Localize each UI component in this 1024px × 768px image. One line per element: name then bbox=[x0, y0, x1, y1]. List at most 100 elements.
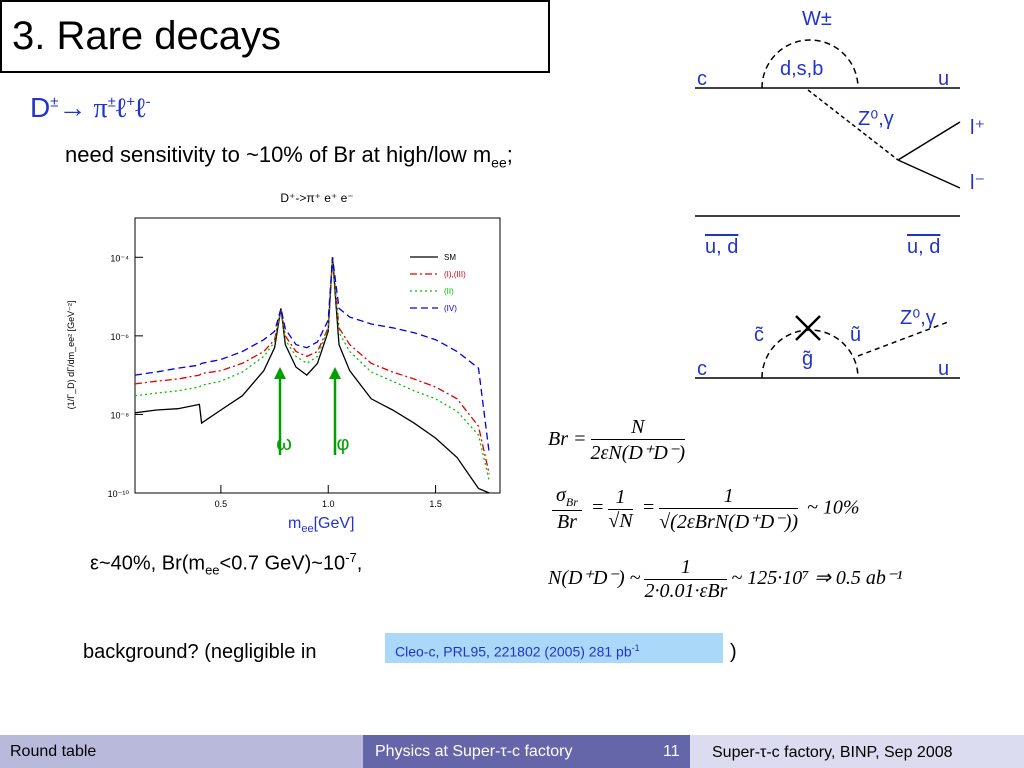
background-end: ) bbox=[730, 641, 737, 663]
label: c bbox=[697, 358, 707, 380]
t: ± bbox=[107, 93, 116, 111]
t: 1 bbox=[644, 556, 728, 580]
fraction: σBr Br bbox=[552, 484, 582, 534]
formula: N(D⁺D⁻) ~1 2·0.01·εBr ~ 125·10⁷ ⇒ 0.5 ab⁻¹ bbox=[548, 556, 902, 603]
t: ee bbox=[491, 154, 507, 171]
y-tick-label: 10⁻⁸ bbox=[110, 410, 129, 420]
label: u, d bbox=[705, 236, 739, 258]
formula: σBr Br = 1 √N = 1 √(2εBrN(D⁺D⁻)) ~ 10% bbox=[548, 484, 860, 534]
t: + bbox=[126, 93, 136, 111]
reference: Cleo-c, PRL95, 221802 (2005) 281 pb-1 bbox=[385, 633, 723, 663]
y-tick-label: 10⁻¹⁰ bbox=[108, 489, 130, 499]
t: ~ 10% bbox=[807, 496, 860, 519]
chart: D⁺->π⁺ e⁺ e⁻ (1/Γ_D) dΓ/dm_ee² [GeV⁻²] ω… bbox=[66, 191, 501, 509]
x-tick-label: 1.0 bbox=[322, 499, 335, 509]
t: -7 bbox=[345, 550, 357, 565]
t: = bbox=[590, 496, 605, 519]
efficiency: ε~40%, Br(mee<0.7 GeV)~10-7, bbox=[90, 550, 362, 578]
label: g̃ bbox=[802, 348, 814, 370]
formula: Br = N 2εN(D⁺D⁻) bbox=[548, 416, 689, 465]
y-tick-label: 10⁻⁴ bbox=[110, 253, 129, 263]
y-axis-label: (1/Γ_D) dΓ/dm_ee² [GeV⁻²] bbox=[66, 301, 76, 410]
label: Z⁰,γ bbox=[858, 108, 894, 130]
t: m bbox=[288, 515, 302, 532]
t: Br bbox=[556, 511, 577, 533]
x-tick-label: 0.5 bbox=[215, 499, 228, 509]
t: ee bbox=[301, 523, 314, 536]
t: 2εN(D⁺D⁻) bbox=[590, 442, 686, 464]
fraction: 1 √(2εBrN(D⁺D⁻)) bbox=[659, 485, 799, 534]
label: l⁺ bbox=[970, 117, 985, 139]
line bbox=[134, 257, 490, 494]
t: Br = bbox=[548, 428, 587, 451]
t: N bbox=[590, 416, 686, 440]
decay: D±→ π±ℓ+ℓ- bbox=[30, 92, 151, 125]
t: = bbox=[641, 496, 656, 519]
footer-text: Physics at Super-τ-c factory bbox=[375, 743, 573, 760]
y-tick-label: 10⁻⁶ bbox=[111, 332, 130, 342]
t: → π bbox=[58, 93, 108, 124]
label: ũ bbox=[850, 324, 862, 346]
title-box: 3. Rare decays bbox=[0, 0, 550, 73]
label: u, d bbox=[907, 236, 941, 258]
t: [GeV] bbox=[313, 515, 355, 532]
label: W± bbox=[802, 8, 832, 30]
t: Cleo-c, PRL95, 221802 (2005) 281 pb bbox=[395, 643, 632, 660]
t: -1 bbox=[631, 643, 640, 653]
footer-text: Round table bbox=[10, 743, 97, 760]
fraction: N 2εN(D⁺D⁻) bbox=[590, 416, 686, 465]
diagrams bbox=[695, 39, 961, 379]
t: <0.7 GeV)~10 bbox=[219, 552, 346, 575]
t: , bbox=[356, 552, 363, 575]
legend-label: (I),(III) bbox=[444, 270, 466, 279]
t: ℓ bbox=[115, 93, 127, 124]
t: √(2εBrN(D⁺D⁻)) bbox=[659, 510, 799, 533]
t: - bbox=[145, 93, 151, 111]
t: Br bbox=[565, 495, 578, 509]
t: 1 bbox=[608, 486, 633, 510]
t: √N bbox=[608, 509, 633, 532]
t: D bbox=[30, 92, 51, 123]
label: c̃ bbox=[754, 324, 764, 346]
chart-title: D⁺->π⁺ e⁺ e⁻ bbox=[280, 191, 353, 205]
t: N(D⁺D⁻) ~ bbox=[548, 567, 641, 590]
t: ε~40%, Br(m bbox=[90, 552, 206, 575]
plot-x-label: mee[GeV] bbox=[288, 515, 354, 535]
line bbox=[134, 257, 490, 475]
t: 1 bbox=[659, 485, 799, 509]
footer-text: Super-τ-c factory, BINP, Sep 2008 bbox=[712, 744, 953, 761]
t: ee bbox=[205, 562, 220, 578]
legend-label: (IV) bbox=[444, 304, 457, 313]
t: ; bbox=[506, 142, 513, 167]
line bbox=[134, 257, 490, 454]
page-number: 11 bbox=[663, 743, 680, 760]
label: Z⁰,γ bbox=[900, 307, 936, 329]
title: 3. Rare decays bbox=[12, 14, 282, 58]
t: need sensitivity to ~10% of Br at high/l… bbox=[65, 142, 492, 167]
label: u bbox=[938, 68, 950, 90]
footer-center: Physics at Super-τ-c factory 11 bbox=[363, 735, 690, 768]
footer-right: Super-τ-c factory, BINP, Sep 2008 bbox=[690, 735, 1024, 768]
plot-frame bbox=[134, 217, 501, 494]
t: ~ 125·10⁷ ⇒ 0.5 ab⁻¹ bbox=[731, 567, 903, 590]
annotation: ω bbox=[276, 433, 292, 455]
label: l⁻ bbox=[970, 172, 985, 194]
label: d,s,b bbox=[780, 58, 824, 80]
footer-left: Round table bbox=[0, 735, 363, 768]
t: ± bbox=[50, 93, 59, 111]
t: σ bbox=[556, 484, 566, 506]
x-tick-label: 1.5 bbox=[429, 499, 442, 509]
sensitivity: need sensitivity to ~10% of Br at high/l… bbox=[65, 142, 513, 170]
line bbox=[134, 257, 490, 482]
label: u bbox=[938, 358, 950, 380]
label: c bbox=[697, 68, 707, 90]
t: ℓ bbox=[135, 93, 146, 124]
background: background? (negligible in bbox=[83, 641, 317, 663]
annotation: φ bbox=[337, 433, 350, 455]
fraction: 1 2·0.01·εBr bbox=[644, 556, 728, 603]
legend-label: (II) bbox=[444, 287, 454, 296]
t: 2·0.01·εBr bbox=[644, 580, 728, 602]
fraction: 1 √N bbox=[608, 486, 633, 533]
legend-label: SM bbox=[444, 253, 456, 262]
